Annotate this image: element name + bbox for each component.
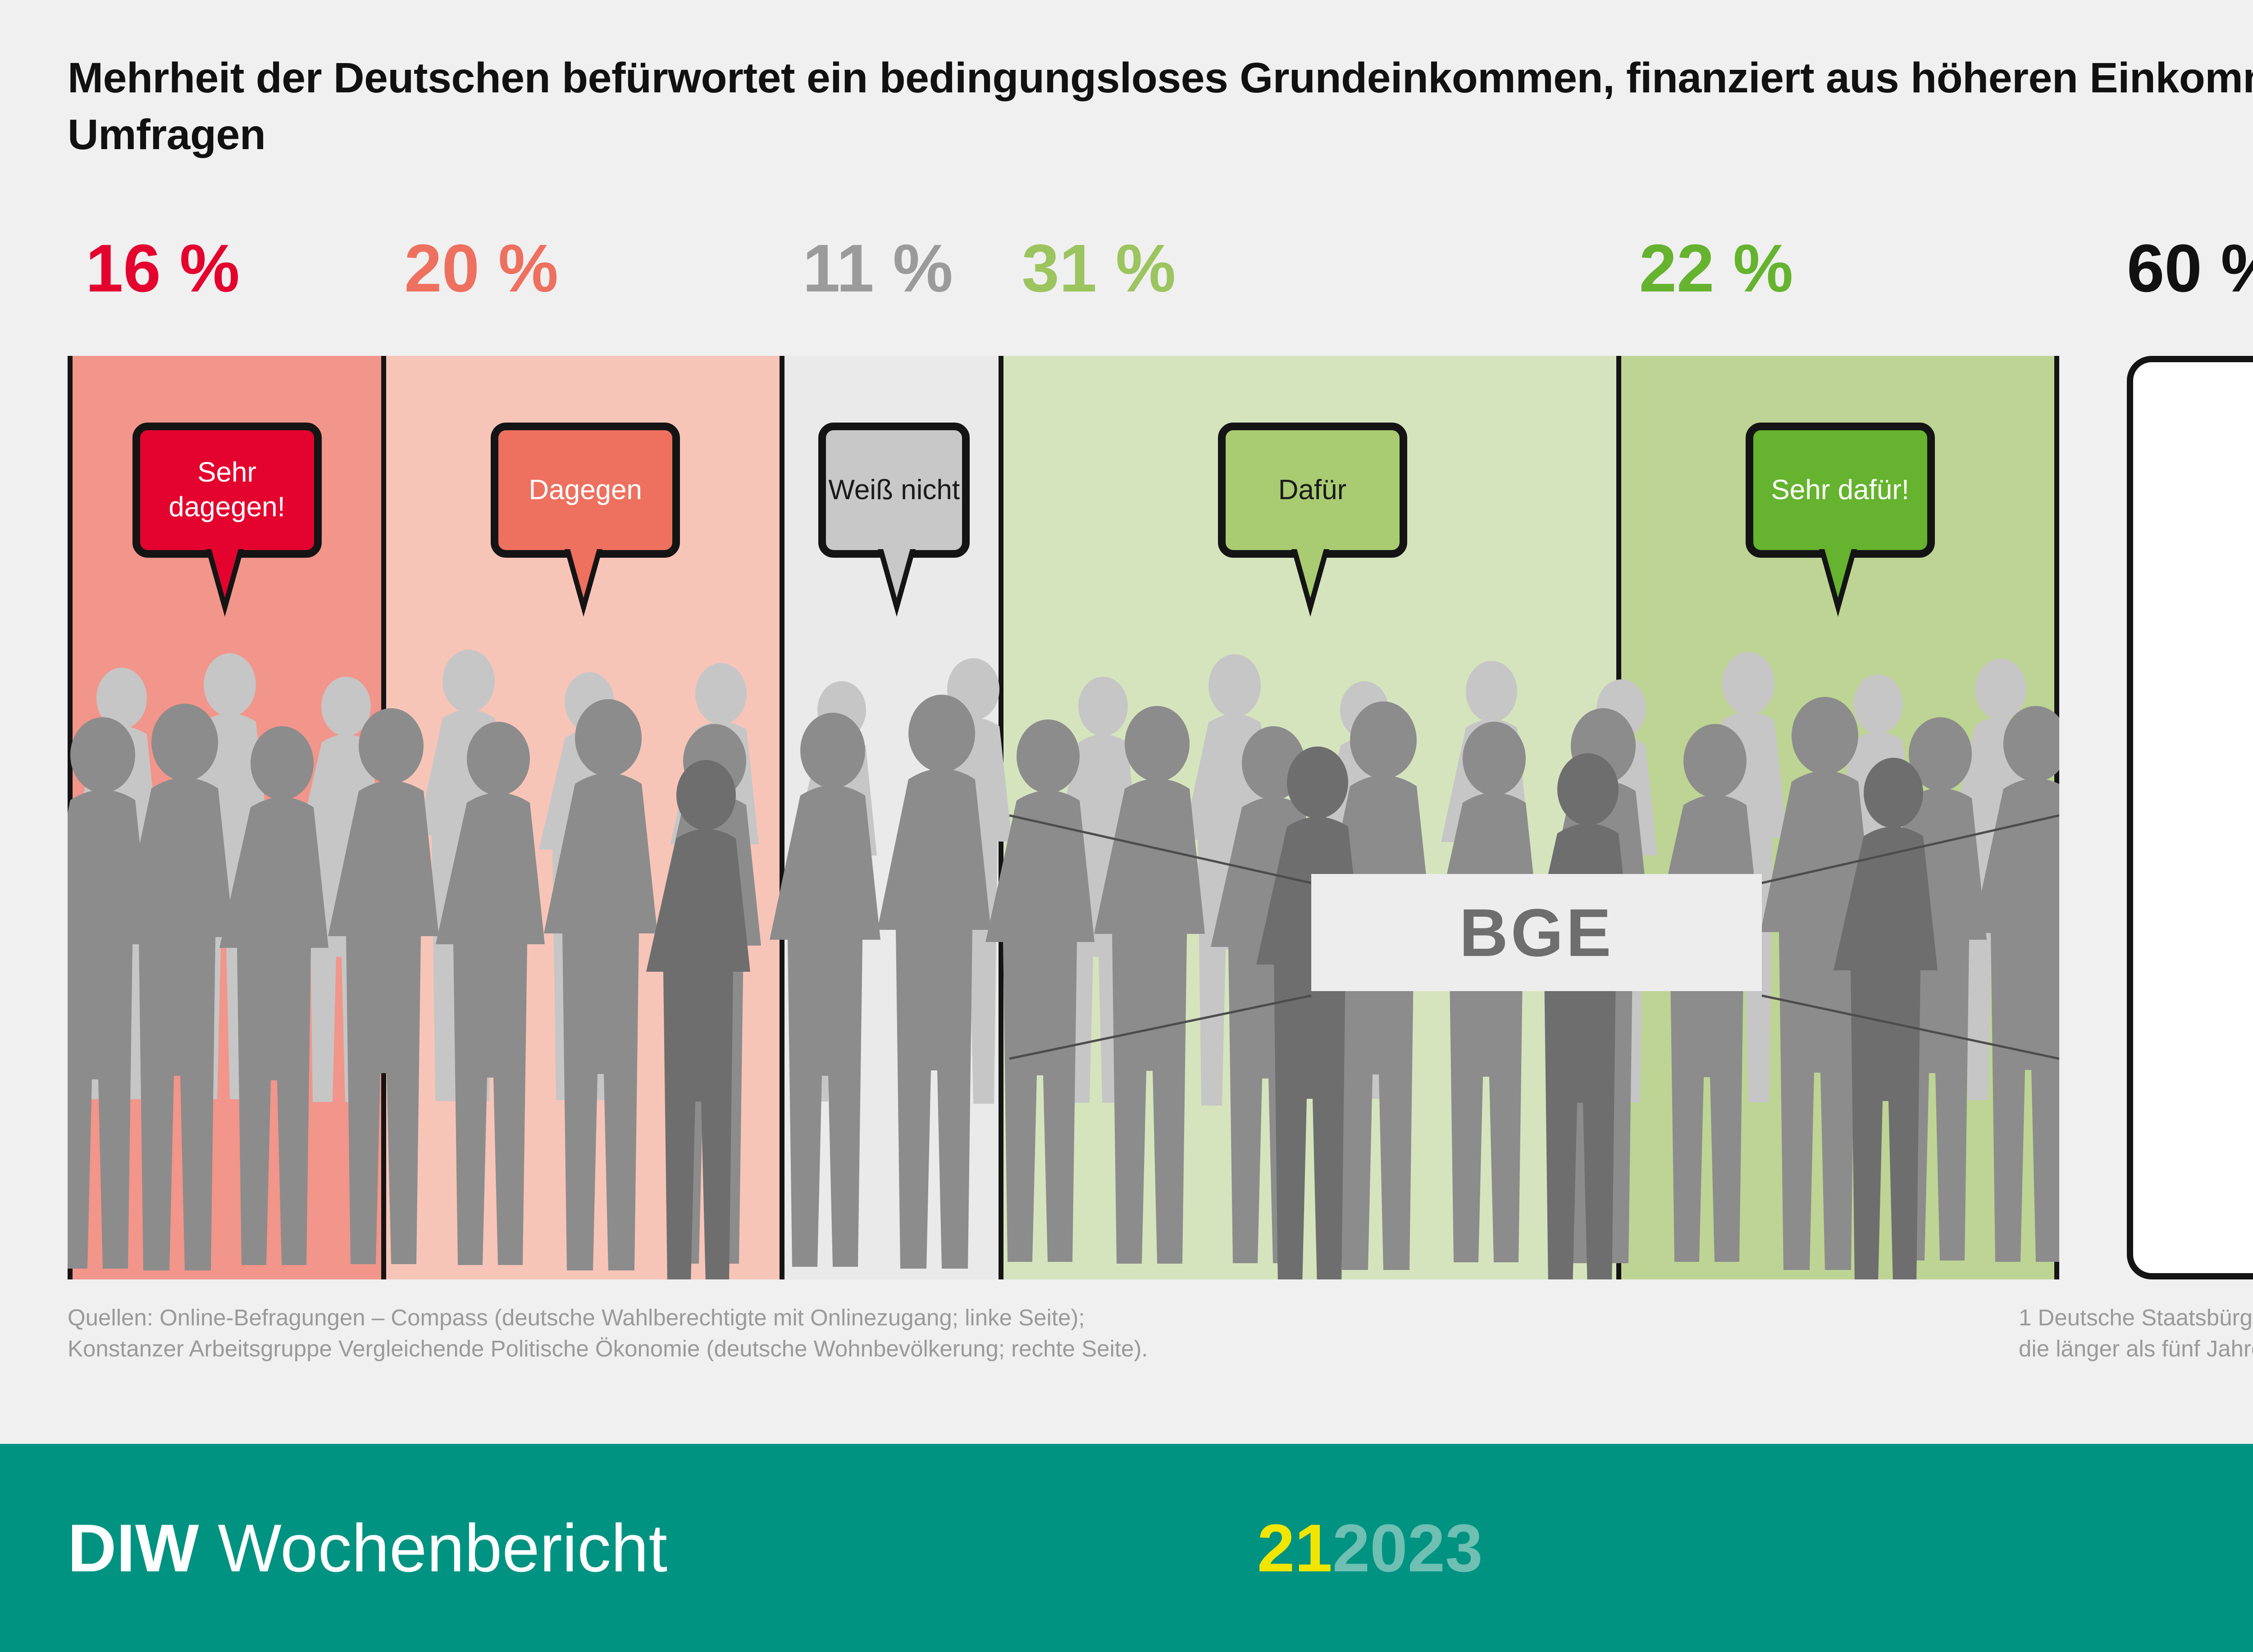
speech-bubble-text-dafuer: Dafür [1278, 474, 1347, 505]
speech-bubble-text-sehr-dafuer: Sehr dafür! [1771, 474, 1910, 505]
right-panel-percent: 60 % [2127, 230, 2253, 306]
percent-label-weiss-nicht: 11 % [803, 230, 953, 306]
speech-bubble-sehr-dafuer[interactable]: Sehr dafür! [1745, 423, 1935, 617]
speech-bubble-sehr-dagegen[interactable]: Sehr dagegen! [132, 423, 322, 617]
footer-issue: 212023 [1257, 1514, 1483, 1582]
feature-no-conditions: Keine Bedingungen [2133, 818, 2253, 1273]
bge-placard-label: BGE [1459, 894, 1614, 970]
speech-bubble-weiss-nicht[interactable]: Weiß nicht [818, 423, 970, 617]
footer-publication: Wochenbericht [199, 1510, 668, 1586]
footer-issue-number: 21 [1257, 1510, 1332, 1586]
speech-bubble-dafuer[interactable]: Dafür [1218, 423, 1407, 617]
speech-bubble-text-dagegen: Dagegen [529, 474, 643, 505]
source-line-2: Konstanzer Arbeitsgruppe Vergleichende P… [68, 1336, 1148, 1362]
percent-label-sehr-dafuer: 22 % [1639, 230, 1793, 306]
footnote-line-2: die länger als fünf Jahre in Deutschland… [2019, 1336, 2253, 1362]
model-feature-card: 200€ 500€ 500€ 1 200 Euro [2127, 356, 2253, 1279]
page-title: Mehrheit der Deutschen befürwortet ein b… [68, 54, 2253, 159]
bge-placard: BGE [1311, 874, 1762, 991]
speech-bubble-text-weiss-nicht: Weiß nicht [828, 474, 960, 505]
footer-year: 2023 [1332, 1510, 1483, 1586]
footer-brand: DIW [68, 1510, 199, 1586]
percent-label-sehr-dagegen: 16 % [86, 230, 240, 306]
feature-banknotes: 200€ 500€ 500€ 1 200 Euro [2133, 362, 2253, 818]
footer-title: DIW Wochenbericht [68, 1514, 667, 1582]
footnote-line-1: 1 Deutsche Staatsbürger*innen und Mensch… [2019, 1305, 2253, 1330]
percent-label-row: 16 % 20 % 11 % 31 % 22 % [68, 234, 2059, 347]
right-panel-header: 60 % der Befragten einer anderen Studie … [2127, 234, 2253, 347]
percent-label-dafuer: 31 % [1022, 230, 1176, 306]
speech-bubble-text-sehr-dagegen: Sehr dagegen! [169, 457, 285, 523]
opinion-band-chart: BGE Sehr dagegen! Dagegen Weiß nicht Daf… [68, 356, 2059, 1279]
source-notes: Quellen: Online-Befragungen – Compass (d… [68, 1302, 2253, 1365]
speech-bubble-dagegen[interactable]: Dagegen [491, 423, 680, 617]
percent-label-dagegen: 20 % [404, 230, 559, 306]
footer-bar: DIW Wochenbericht 212023 DIW BERLIN [0, 1444, 2253, 1652]
source-line-1: Quellen: Online-Befragungen – Compass (d… [68, 1305, 1085, 1330]
